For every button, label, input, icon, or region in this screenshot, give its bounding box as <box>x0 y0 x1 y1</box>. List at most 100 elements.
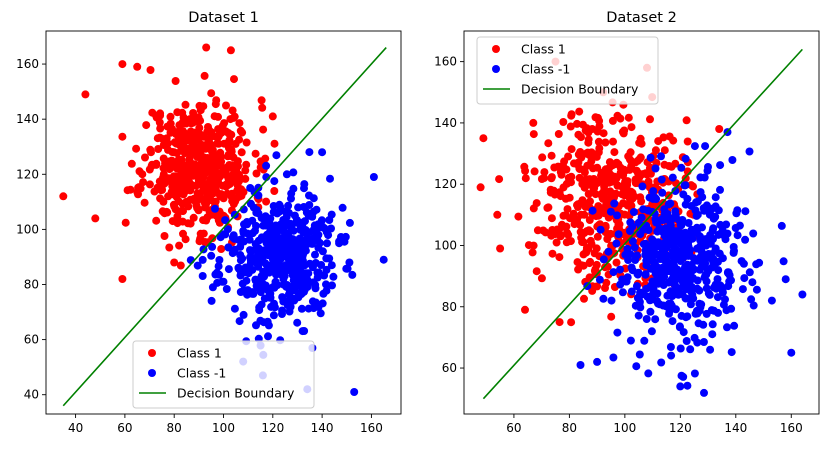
data-point <box>668 317 677 326</box>
data-point <box>521 305 529 314</box>
data-point <box>641 169 650 178</box>
data-point <box>212 96 221 105</box>
data-point <box>155 118 164 127</box>
data-point <box>689 274 697 283</box>
data-point <box>738 285 747 294</box>
data-point <box>187 170 196 179</box>
data-point <box>166 112 175 121</box>
data-point <box>176 261 185 270</box>
data-point <box>300 327 309 335</box>
data-point <box>755 258 764 267</box>
data-point <box>182 199 191 208</box>
data-point <box>548 249 557 258</box>
data-point <box>625 202 634 211</box>
data-point <box>205 159 214 168</box>
data-point <box>305 259 314 268</box>
data-point <box>127 159 136 168</box>
data-point <box>626 250 635 259</box>
data-point <box>676 344 685 353</box>
x-tick-label: 40 <box>68 421 83 435</box>
data-point <box>199 102 208 111</box>
data-point <box>212 133 221 141</box>
data-point <box>230 245 239 254</box>
data-point <box>235 192 244 201</box>
data-point <box>675 322 684 331</box>
data-point <box>679 328 688 337</box>
data-point <box>140 198 149 207</box>
data-point <box>699 338 708 346</box>
data-point <box>147 148 155 157</box>
data-point <box>379 255 388 264</box>
data-point <box>721 295 729 304</box>
data-point <box>557 170 566 179</box>
data-point <box>747 295 756 304</box>
data-point <box>585 259 594 268</box>
legend-box <box>476 36 659 105</box>
data-point <box>698 223 706 232</box>
data-point <box>555 318 564 327</box>
data-point <box>681 228 690 237</box>
data-point <box>303 275 312 284</box>
data-point <box>623 273 632 282</box>
data-point <box>707 306 716 315</box>
x-tick-label: 60 <box>117 421 132 435</box>
data-point <box>207 296 216 305</box>
data-point <box>222 285 231 293</box>
data-point <box>599 194 607 203</box>
data-point <box>220 119 229 128</box>
data-point <box>651 315 660 324</box>
legend-label: Class -1 <box>177 366 226 381</box>
data-point <box>258 103 267 112</box>
data-point <box>723 323 731 332</box>
data-point <box>779 257 788 266</box>
data-point <box>575 173 584 182</box>
data-point <box>217 245 226 253</box>
data-point <box>647 327 656 336</box>
data-point <box>538 153 547 162</box>
x-tick-label: 160 <box>360 421 383 435</box>
data-point <box>146 66 155 74</box>
data-point <box>139 178 148 187</box>
data-point <box>320 271 329 280</box>
y-tick-label: 100 <box>16 222 39 236</box>
data-point <box>251 149 260 158</box>
data-point <box>682 116 691 125</box>
data-point <box>118 60 127 69</box>
data-point <box>614 230 623 239</box>
data-point <box>556 192 565 201</box>
data-point <box>529 241 538 250</box>
data-point <box>739 259 748 268</box>
data-point <box>289 294 298 303</box>
data-point <box>369 173 378 181</box>
data-point <box>624 187 633 196</box>
data-point <box>211 204 219 213</box>
data-point <box>207 140 216 149</box>
data-point <box>165 165 174 174</box>
y-tick-label: 140 <box>434 116 457 130</box>
data-point <box>580 168 589 177</box>
x-tick-label: 140 <box>311 421 334 435</box>
data-point <box>242 160 251 169</box>
data-point <box>171 205 180 214</box>
data-point <box>323 239 331 248</box>
data-point <box>133 62 142 71</box>
data-point <box>176 141 185 150</box>
data-point <box>654 137 663 146</box>
data-point <box>266 261 275 270</box>
data-point <box>631 179 640 188</box>
data-point <box>716 185 724 194</box>
data-point <box>176 160 185 169</box>
data-point <box>619 129 628 138</box>
data-point <box>286 302 295 311</box>
data-point <box>269 208 278 217</box>
data-point <box>584 138 593 147</box>
chart-title: Dataset 2 <box>606 10 677 26</box>
legend-marker <box>148 349 156 357</box>
data-point <box>532 199 541 208</box>
data-point <box>262 197 271 206</box>
data-point <box>588 206 597 215</box>
data-point <box>182 119 191 128</box>
legend: Class 1 Class -1 Decision Boundary <box>132 340 315 409</box>
data-point <box>201 143 209 152</box>
